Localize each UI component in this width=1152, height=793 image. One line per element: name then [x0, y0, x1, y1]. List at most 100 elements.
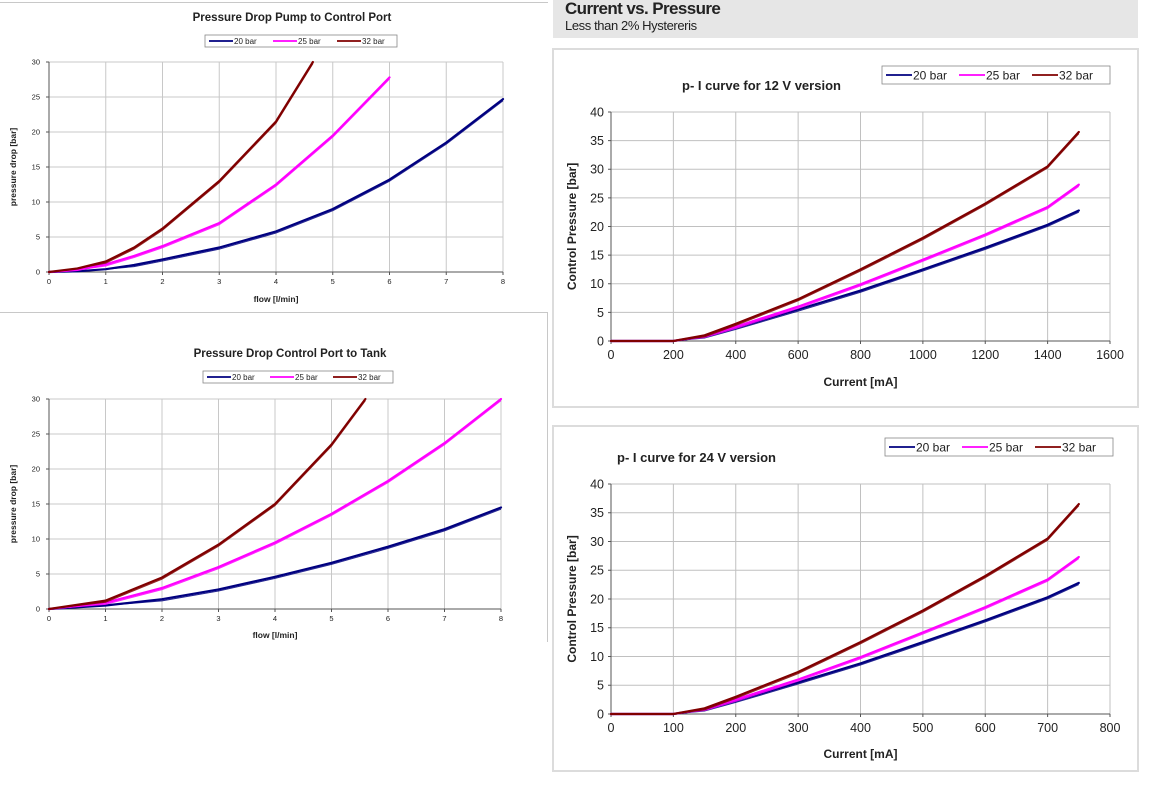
series-hysteresis-32-bar: [48, 400, 366, 610]
y-tick-label: 0: [597, 334, 604, 348]
y-tick-label: 5: [597, 306, 604, 320]
x-tick-label: 8: [501, 277, 505, 286]
x-tick-label: 2: [160, 614, 164, 623]
y-tick-label: 10: [32, 198, 40, 207]
x-tick-label: 1400: [1034, 348, 1062, 362]
x-tick-label: 600: [975, 721, 996, 735]
legend-label-32-bar: 32 bar: [358, 373, 381, 382]
x-tick-label: 600: [788, 348, 809, 362]
divider-top-left: [0, 2, 548, 3]
legend-label-20-bar: 20 bar: [234, 37, 257, 46]
x-tick-label: 700: [1037, 721, 1058, 735]
series-hysteresis-32-bar: [48, 63, 314, 273]
x-axis-label: Current [mA]: [824, 747, 898, 761]
series-hysteresis-25-bar: [48, 400, 502, 610]
y-tick-label: 0: [36, 268, 40, 277]
legend-label-32-bar: 32 bar: [1059, 68, 1093, 82]
y-tick-label: 15: [32, 163, 40, 172]
y-tick-label: 40: [590, 477, 604, 491]
legend-box: [884, 437, 1114, 457]
y-tick-label: 0: [36, 605, 40, 614]
y-axis-label: Control Pressure [bar]: [565, 163, 579, 290]
y-tick-label: 15: [590, 621, 604, 635]
legend-label-25-bar: 25 bar: [989, 440, 1023, 454]
y-axis-label: pressure drop [bar]: [8, 465, 18, 544]
y-tick-label: 25: [590, 191, 604, 205]
y-tick-label: 30: [590, 163, 604, 177]
chart-title: p- I curve for 12 V version: [682, 78, 841, 93]
legend-label-20-bar: 20 bar: [916, 440, 950, 454]
divider-vertical-left: [547, 312, 548, 642]
x-tick-label: 5: [331, 277, 335, 286]
y-tick-label: 10: [32, 535, 40, 544]
x-tick-label: 1: [104, 277, 108, 286]
section-header: Current vs. Pressure Less than 2% Hyster…: [553, 0, 1138, 38]
x-tick-label: 2: [160, 277, 164, 286]
series-hysteresis-25-bar: [611, 558, 1080, 715]
section-title: Current vs. Pressure: [565, 0, 721, 18]
y-tick-label: 20: [590, 592, 604, 606]
y-tick-label: 25: [590, 564, 604, 578]
series-line-25-bar: [609, 555, 1080, 716]
x-tick-label: 4: [273, 614, 277, 623]
series-line-25-bar: [47, 397, 503, 611]
legend-box: [202, 370, 394, 384]
legend-label-20-bar: 20 bar: [913, 68, 947, 82]
y-tick-label: 35: [590, 134, 604, 148]
series-hysteresis-20-bar: [48, 508, 502, 610]
legend-label-25-bar: 25 bar: [295, 373, 318, 382]
x-tick-label: 4: [274, 277, 278, 286]
chart-pump-to-control: Pressure Drop Pump to Control Port 0 1 2 3 4 5…: [8, 12, 505, 304]
chart-title: p- I curve for 24 V version: [617, 450, 776, 465]
x-tick-label: 7: [444, 277, 448, 286]
x-tick-label: 800: [850, 348, 871, 362]
y-tick-label: 20: [32, 465, 40, 474]
x-tick-label: 0: [47, 277, 51, 286]
x-tick-label: 1: [103, 614, 107, 623]
legend-label-25-bar: 25 bar: [986, 68, 1020, 82]
legend-box: [881, 65, 1111, 85]
y-tick-label: 10: [590, 277, 604, 291]
x-tick-label: 3: [217, 277, 221, 286]
x-tick-label: 0: [608, 721, 615, 735]
y-tick-label: 5: [597, 679, 604, 693]
series-line-25-bar: [609, 183, 1080, 343]
legend-box: [204, 34, 398, 48]
series-hysteresis-25-bar: [611, 185, 1080, 342]
x-tick-label: 7: [442, 614, 446, 623]
y-tick-label: 30: [32, 395, 40, 404]
x-tick-label: 0: [608, 348, 615, 362]
series-line-32-bar: [47, 397, 367, 611]
x-tick-label: 400: [725, 348, 746, 362]
x-tick-label: 100: [663, 721, 684, 735]
x-tick-label: 8: [499, 614, 503, 623]
y-tick-label: 5: [36, 233, 40, 242]
series-hysteresis-25-bar: [48, 78, 390, 273]
y-tick-label: 0: [597, 707, 604, 721]
x-tick-label: 1000: [909, 348, 937, 362]
x-tick-label: 800: [1100, 721, 1121, 735]
series-hysteresis-20-bar: [48, 100, 504, 273]
divider-mid-left: [0, 312, 548, 313]
chart-control-to-tank: Pressure Drop Control Port to Tank 0 1 2 3 4 5…: [8, 348, 503, 640]
x-tick-label: 1600: [1096, 348, 1124, 362]
y-tick-label: 20: [32, 128, 40, 137]
section-subtitle: Less than 2% Hystereris: [565, 18, 697, 33]
x-tick-label: 200: [663, 348, 684, 362]
legend-label-32-bar: 32 bar: [1062, 440, 1096, 454]
x-tick-label: 1200: [971, 348, 999, 362]
x-tick-label: 200: [725, 721, 746, 735]
x-tick-label: 300: [788, 721, 809, 735]
x-tick-label: 3: [216, 614, 220, 623]
y-axis-label: pressure drop [bar]: [8, 128, 18, 207]
y-tick-label: 30: [32, 58, 40, 67]
y-tick-label: 20: [590, 220, 604, 234]
y-tick-label: 25: [32, 430, 40, 439]
series-line-32-bar: [609, 502, 1080, 716]
x-tick-label: 500: [912, 721, 933, 735]
x-axis-label: flow [l/min]: [254, 294, 299, 304]
x-tick-label: 0: [47, 614, 51, 623]
x-tick-label: 400: [850, 721, 871, 735]
